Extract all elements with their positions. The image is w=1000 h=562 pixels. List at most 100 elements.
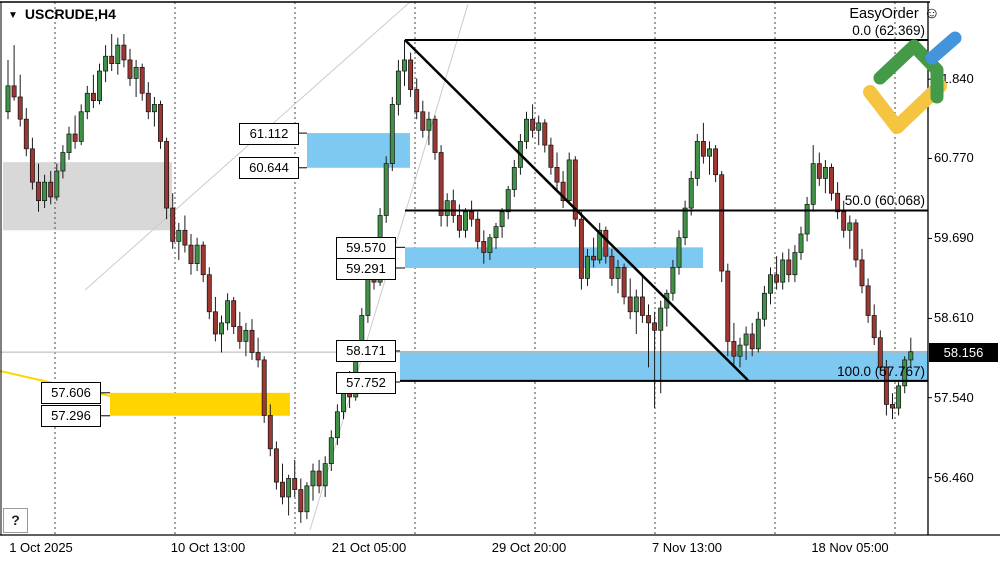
- candle-body: [676, 237, 682, 268]
- candle-body: [591, 255, 597, 261]
- candle-body: [639, 296, 645, 316]
- blue-zone-lower[interactable]: [400, 350, 928, 382]
- candle-body: [652, 322, 658, 331]
- candle-body: [115, 44, 121, 64]
- candle-body: [145, 92, 151, 113]
- candle-body: [316, 470, 322, 487]
- candle-body: [292, 478, 298, 490]
- candle-body: [206, 274, 212, 313]
- candle-body: [97, 70, 102, 102]
- candle-body: [48, 181, 54, 198]
- candle-body: [902, 359, 908, 387]
- candle-body: [463, 211, 468, 231]
- candle-body: [121, 44, 127, 61]
- candle-body: [280, 481, 285, 498]
- candle-body: [377, 215, 383, 283]
- candle-body: [60, 152, 66, 172]
- candle-body: [42, 181, 48, 202]
- candle-body: [23, 118, 29, 150]
- candle-body: [877, 337, 883, 368]
- candle-body: [768, 274, 773, 294]
- fib-trendline[interactable]: [404, 39, 749, 382]
- candle-body: [774, 274, 780, 283]
- candle-body: [737, 344, 743, 357]
- candle-body: [408, 59, 414, 90]
- candle-body: [426, 118, 432, 131]
- candle-body: [804, 204, 810, 235]
- candle-body: [810, 163, 816, 205]
- logo-yellow-check: [863, 79, 947, 134]
- candle-body: [334, 411, 340, 439]
- candle-body: [755, 318, 761, 350]
- candle-body: [383, 163, 389, 216]
- candle-body: [743, 333, 749, 346]
- candle-body: [548, 144, 554, 168]
- candle-body: [78, 111, 84, 142]
- candle-body: [17, 96, 23, 120]
- candle-body: [493, 226, 499, 239]
- candle-body: [646, 315, 651, 324]
- candle-body: [237, 326, 243, 342]
- candle-body: [359, 315, 365, 350]
- candle-body: [700, 141, 706, 157]
- candle-body: [597, 229, 603, 261]
- candle-body: [176, 229, 182, 242]
- candle-body: [371, 270, 377, 283]
- candle-body: [792, 252, 798, 276]
- candle-body: [524, 118, 529, 142]
- candle-body: [871, 315, 877, 339]
- candle-body: [853, 222, 859, 261]
- candle-body: [670, 266, 676, 294]
- candle-body: [84, 92, 90, 113]
- candle-body: [36, 181, 41, 202]
- candle-body: [603, 229, 609, 257]
- candle-body: [90, 92, 96, 102]
- candle-body: [170, 207, 176, 242]
- candle-body: [554, 166, 560, 183]
- candle-body: [694, 141, 700, 179]
- trend-decor-line[interactable]: [84, 1, 411, 291]
- blue-zone-middle[interactable]: [405, 247, 703, 268]
- candle-body: [505, 189, 511, 213]
- candle-body: [243, 329, 249, 342]
- candle-body: [621, 266, 627, 298]
- gray-zone[interactable]: [3, 162, 172, 231]
- candle-body: [566, 159, 572, 202]
- candle-body: [438, 152, 444, 216]
- candle-body: [420, 111, 426, 131]
- candle-body: [572, 159, 578, 220]
- candle-body: [54, 170, 60, 198]
- candle-body: [829, 166, 834, 194]
- candle-body: [609, 255, 615, 279]
- candle-body: [481, 241, 487, 253]
- candle-body: [341, 385, 346, 413]
- candle-body: [298, 489, 304, 513]
- candle-body: [633, 296, 639, 313]
- candle-body: [469, 211, 475, 220]
- candle-body: [328, 437, 334, 464]
- candle-body: [304, 485, 310, 513]
- candle-body: [719, 174, 725, 272]
- candle-body: [487, 237, 493, 253]
- candle-body: [432, 118, 438, 153]
- candle-body: [389, 104, 395, 164]
- candle-body: [194, 244, 200, 264]
- candle-body: [499, 211, 505, 227]
- candle-body: [615, 266, 621, 279]
- candle-body: [72, 133, 78, 142]
- litefinance-logo: [863, 31, 962, 134]
- candle-body: [444, 200, 450, 216]
- candle-body: [164, 141, 170, 209]
- candle-body: [682, 207, 688, 239]
- candle-body: [890, 404, 895, 409]
- candle-body: [322, 463, 328, 487]
- candle-body: [5, 85, 11, 113]
- candle-body: [627, 296, 633, 313]
- candle-body: [859, 259, 865, 287]
- candle-body: [414, 89, 420, 113]
- candle-body: [188, 244, 194, 264]
- yellow-zone[interactable]: [110, 392, 290, 416]
- candle-body: [688, 178, 694, 209]
